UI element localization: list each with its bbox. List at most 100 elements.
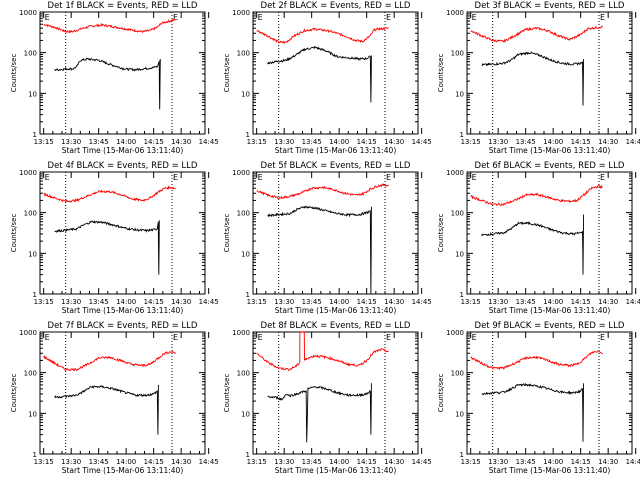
x-tick-label: 13:45	[89, 458, 109, 466]
panel-title: Det 4f BLACK = Events, RED = LLD	[48, 161, 198, 171]
x-tick-label: 13:45	[302, 298, 322, 306]
x-tick-label: 14:30	[598, 298, 618, 306]
y-tick-label: 100	[24, 210, 37, 218]
y-axis-label: Counts/sec	[437, 214, 445, 253]
x-tick-label: 13:15	[247, 458, 267, 466]
y-tick-label: 1	[246, 451, 250, 459]
lld-series-line	[43, 18, 176, 34]
panel-title: Det 1f BLACK = Events, RED = LLD	[48, 1, 198, 11]
panel-title: Det 2f BLACK = Events, RED = LLD	[261, 1, 411, 11]
lld-series-line	[470, 350, 603, 371]
events-series-line	[267, 383, 372, 443]
panel-title: Det 9f BLACK = Events, RED = LLD	[475, 321, 625, 331]
y-tick-label: 100	[451, 370, 464, 378]
y-tick-label: 1	[460, 451, 464, 459]
plot-frame	[39, 171, 206, 295]
x-tick-label: 14:45	[412, 298, 432, 306]
x-tick-label: 13:45	[516, 458, 536, 466]
x-tick-label: 14:15	[571, 298, 591, 306]
x-axis-label: Start Time (15-Mar-06 13:11:40)	[62, 146, 184, 155]
x-tick-label: 14:15	[571, 138, 591, 146]
x-tick-label: 13:15	[461, 298, 481, 306]
plot-frame	[252, 331, 419, 455]
x-tick-label: 13:30	[61, 458, 81, 466]
panel-8: Det 8f BLACK = Events, RED = LLD 1 10 100 10…	[223, 321, 432, 475]
event-marker-label: E	[472, 333, 477, 342]
x-tick-label: 14:45	[412, 138, 432, 146]
event-marker-label: E	[472, 173, 477, 182]
y-tick-label: 1000	[19, 329, 37, 337]
y-tick-label: 10	[28, 250, 37, 258]
panel-title: Det 6f BLACK = Events, RED = LLD	[475, 161, 625, 171]
x-axis-label: Start Time (15-Mar-06 13:11:40)	[489, 306, 611, 315]
y-axis-label: Counts/sec	[437, 54, 445, 93]
x-tick-label: 13:45	[89, 138, 109, 146]
x-tick-label: 13:30	[274, 458, 294, 466]
y-tick-label: 1000	[232, 329, 250, 337]
event-marker-label: E	[258, 13, 263, 22]
x-tick-label: 13:45	[89, 298, 109, 306]
x-axis-label: Start Time (15-Mar-06 13:11:40)	[489, 466, 611, 475]
panel-title: Det 7f BLACK = Events, RED = LLD	[48, 321, 198, 331]
y-tick-label: 10	[28, 410, 37, 418]
x-tick-label: 14:15	[571, 458, 591, 466]
x-tick-label: 13:15	[34, 138, 54, 146]
plot-frame	[39, 11, 206, 135]
plot-frame	[466, 171, 633, 295]
events-series-line	[54, 220, 160, 275]
y-tick-label: 10	[241, 410, 250, 418]
lld-series-line	[470, 25, 603, 44]
lld-series-line	[470, 184, 603, 207]
y-tick-label: 1	[460, 291, 464, 299]
x-tick-label: 14:00	[116, 458, 136, 466]
x-tick-label: 14:45	[626, 298, 640, 306]
x-tick-label: 14:30	[384, 298, 404, 306]
y-tick-label: 10	[455, 410, 464, 418]
y-tick-label: 1000	[19, 9, 37, 17]
y-tick-label: 1000	[446, 169, 464, 177]
y-tick-label: 1000	[232, 169, 250, 177]
x-tick-label: 13:30	[274, 138, 294, 146]
x-axis-label: Start Time (15-Mar-06 13:11:40)	[275, 146, 397, 155]
x-tick-label: 13:30	[488, 138, 508, 146]
panel-9: Det 9f BLACK = Events, RED = LLD 1 10 100 10…	[437, 321, 640, 475]
y-tick-label: 10	[241, 90, 250, 98]
event-marker-label: E	[45, 333, 50, 342]
plot-frame	[466, 11, 633, 135]
event-marker-label: E	[600, 333, 605, 342]
x-tick-label: 14:45	[199, 298, 219, 306]
x-tick-label: 14:00	[329, 138, 349, 146]
x-tick-label: 13:45	[302, 138, 322, 146]
events-series-line	[54, 384, 159, 435]
event-marker-label: E	[386, 333, 391, 342]
event-marker-label: E	[600, 13, 605, 22]
y-tick-label: 10	[455, 250, 464, 258]
event-marker-label: E	[386, 13, 391, 22]
x-tick-label: 14:45	[199, 458, 219, 466]
y-tick-label: 1	[33, 451, 37, 459]
y-tick-label: 1	[460, 131, 464, 139]
x-axis-label: Start Time (15-Mar-06 13:11:40)	[489, 146, 611, 155]
event-marker-label: E	[386, 173, 391, 182]
y-axis-label: Counts/sec	[10, 374, 18, 413]
x-tick-label: 13:15	[247, 298, 267, 306]
x-tick-label: 14:30	[384, 458, 404, 466]
y-tick-label: 100	[237, 210, 250, 218]
y-tick-label: 10	[28, 90, 37, 98]
lld-series-line	[43, 350, 177, 372]
y-axis-label: Counts/sec	[223, 54, 231, 93]
panel-5: Det 5f BLACK = Events, RED = LLD 1 10 100 10…	[223, 161, 432, 315]
x-tick-label: 13:45	[516, 138, 536, 146]
event-marker-label: E	[472, 13, 477, 22]
y-tick-label: 1	[33, 291, 37, 299]
x-tick-label: 13:15	[247, 138, 267, 146]
panel-7: Det 7f BLACK = Events, RED = LLD 1 10 100 10…	[10, 321, 219, 475]
y-tick-label: 10	[455, 90, 464, 98]
x-axis-label: Start Time (15-Mar-06 13:11:40)	[62, 466, 184, 475]
x-tick-label: 14:15	[144, 458, 164, 466]
panel-6: Det 6f BLACK = Events, RED = LLD 1 10 100 10…	[437, 161, 640, 315]
y-axis-label: Counts/sec	[437, 374, 445, 413]
y-axis-label: Counts/sec	[223, 374, 231, 413]
y-axis-label: Counts/sec	[223, 214, 231, 253]
panel-4: Det 4f BLACK = Events, RED = LLD 1 10 100 10…	[10, 161, 219, 315]
